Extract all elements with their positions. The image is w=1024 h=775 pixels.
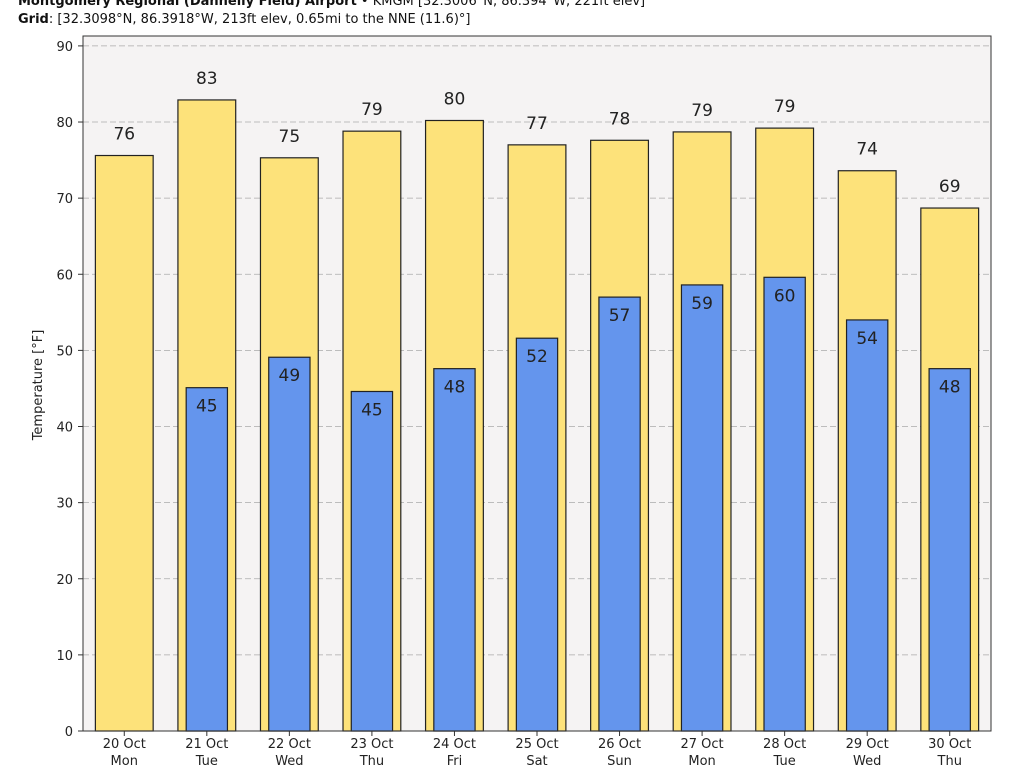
x-tick-label: 30 Oct	[928, 737, 971, 752]
value-label: 49	[279, 366, 301, 386]
plot-frame	[82, 35, 992, 732]
y-tick-label: 40	[56, 421, 73, 436]
bar	[928, 368, 971, 732]
x-tick-day: Wed	[275, 754, 303, 769]
value-label: 79	[361, 100, 383, 120]
x-tick-day: Thu	[359, 754, 384, 769]
value-label: 69	[939, 177, 961, 197]
x-tick-day: Wed	[853, 754, 881, 769]
bar	[845, 319, 889, 732]
value-label: 45	[196, 397, 218, 417]
value-label: 45	[361, 400, 383, 420]
value-label: 57	[609, 306, 631, 326]
station-line: Montgomery Regional (Dannelly Field) Air…	[18, 0, 645, 11]
value-label: 48	[939, 378, 961, 398]
x-tick-day: Fri	[447, 754, 463, 769]
x-tick-label: 29 Oct	[846, 737, 889, 752]
bar	[94, 154, 154, 732]
x-tick-day: Mon	[111, 754, 138, 769]
grid-info: : [32.3098°N, 86.3918°W, 213ft elev, 0.6…	[48, 12, 471, 27]
bar	[598, 296, 641, 732]
bar	[268, 356, 311, 732]
y-tick-label: 0	[65, 725, 73, 740]
bar	[185, 387, 229, 732]
value-label: 48	[444, 378, 466, 398]
y-tick-label: 70	[56, 192, 73, 207]
grid-label: Grid	[18, 12, 49, 27]
x-tick-label: 26 Oct	[598, 737, 641, 752]
value-label: 79	[774, 97, 796, 117]
value-label: 75	[279, 127, 301, 147]
bar	[433, 368, 476, 732]
value-label: 59	[691, 294, 713, 314]
y-tick-label: 50	[56, 344, 73, 359]
x-tick-label: 25 Oct	[515, 737, 558, 752]
value-label: 52	[526, 347, 548, 367]
grid-line-text: Grid: [32.3098°N, 86.3918°W, 213ft elev,…	[18, 11, 645, 29]
x-tick-day: Sat	[526, 754, 547, 769]
value-label: 76	[113, 125, 135, 145]
value-label: 54	[856, 329, 878, 349]
x-tick-label: 28 Oct	[763, 737, 806, 752]
y-axis-label: Temperature [°F]	[31, 330, 46, 442]
x-tick-label: 27 Oct	[681, 737, 724, 752]
bar	[350, 390, 394, 732]
y-tick-label: 90	[56, 40, 73, 55]
value-label: 60	[774, 286, 796, 306]
x-tick-label: 21 Oct	[185, 737, 228, 752]
x-tick-day: Tue	[773, 754, 796, 769]
bar	[680, 284, 724, 732]
x-tick-label: 23 Oct	[350, 737, 393, 752]
x-tick-label: 24 Oct	[433, 737, 476, 752]
value-label: 78	[609, 109, 631, 129]
x-tick-day: Sun	[607, 754, 632, 769]
x-tick-day: Tue	[195, 754, 218, 769]
y-tick-label: 20	[56, 573, 73, 588]
value-label: 83	[196, 69, 218, 89]
bar	[515, 337, 559, 732]
x-tick-label: 20 Oct	[103, 737, 146, 752]
y-tick-label: 10	[56, 649, 73, 664]
value-label: 77	[526, 114, 548, 134]
station-name: Montgomery Regional (Dannelly Field) Air…	[18, 0, 357, 9]
value-label: 74	[856, 140, 878, 160]
station-info: • KMGM [32.3006°N, 86.394°W, 221ft elev]	[356, 0, 646, 9]
y-tick-label: 60	[56, 268, 73, 283]
value-label: 79	[691, 101, 713, 121]
y-tick-label: 80	[56, 116, 73, 131]
x-tick-day: Mon	[688, 754, 715, 769]
header: Montgomery Regional (Dannelly Field) Air…	[18, 0, 645, 29]
x-tick-day: Thu	[937, 754, 962, 769]
bar	[763, 276, 806, 732]
y-tick-label: 30	[56, 497, 73, 512]
x-tick-label: 22 Oct	[268, 737, 311, 752]
value-label: 80	[444, 89, 466, 109]
